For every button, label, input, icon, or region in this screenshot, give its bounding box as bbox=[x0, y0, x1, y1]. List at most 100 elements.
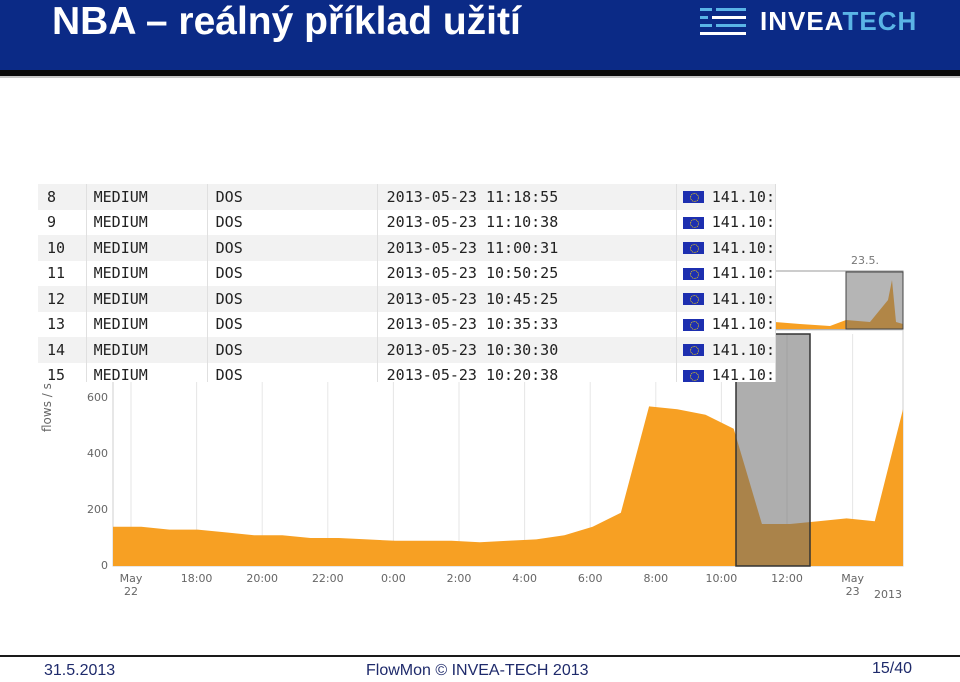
type-cell-text: DOS bbox=[215, 213, 243, 232]
time-cell: 2013-05-23 11:00:31 bbox=[377, 235, 677, 261]
footer-date: 31.5.2013 bbox=[44, 662, 116, 679]
row-number: 9 bbox=[38, 209, 87, 235]
footer-copyright: FlowMon © INVEA-TECH 2013 bbox=[366, 662, 589, 679]
ip-cell: 141.10: bbox=[676, 235, 775, 261]
row-number: 10 bbox=[38, 235, 87, 261]
table-row[interactable]: 13 MEDIUM DOS 2013-05-23 10:35:33 141.10: bbox=[38, 311, 775, 337]
type-cell: DOS bbox=[207, 337, 378, 363]
x-tick-label: May 23 bbox=[841, 572, 864, 598]
eu-flag-icon bbox=[682, 369, 704, 382]
row-number: 8 bbox=[38, 184, 87, 210]
time-cell-text: 2013-05-23 10:30:30 bbox=[386, 340, 559, 359]
time-cell-text: 2013-05-23 11:18:55 bbox=[386, 187, 559, 206]
row-number: 11 bbox=[38, 260, 87, 286]
time-cell: 2013-05-23 10:20:38 bbox=[377, 362, 677, 382]
time-cell-text: 2013-05-23 10:50:25 bbox=[386, 264, 559, 283]
table-row[interactable]: 15 MEDIUM DOS 2013-05-23 10:20:38 141.10: bbox=[38, 362, 775, 382]
severity-cell: MEDIUM bbox=[86, 235, 208, 261]
type-cell-text: DOS bbox=[215, 289, 243, 308]
ip-cell-text: 141.10: bbox=[711, 289, 775, 308]
row-number: 15 bbox=[38, 362, 87, 382]
row-number-text: 9 bbox=[47, 213, 57, 232]
eu-flag-icon bbox=[682, 216, 704, 229]
header-rule-shadow bbox=[0, 76, 960, 78]
eu-flag-icon bbox=[682, 267, 704, 280]
type-cell: DOS bbox=[207, 311, 378, 337]
eu-flag-icon bbox=[682, 293, 704, 306]
time-cell-text: 2013-05-23 10:45:25 bbox=[386, 289, 559, 308]
ip-cell: 141.10: bbox=[676, 362, 775, 382]
time-cell-text: 2013-05-23 10:35:33 bbox=[386, 315, 559, 334]
eu-flag-icon bbox=[682, 318, 704, 331]
severity-cell-text: MEDIUM bbox=[93, 264, 148, 283]
severity-cell: MEDIUM bbox=[86, 337, 208, 363]
x-tick-label: 12:00 bbox=[771, 572, 803, 585]
row-number-text: 10 bbox=[47, 238, 66, 257]
ip-cell: 141.10: bbox=[676, 260, 775, 286]
table-row[interactable]: 12 MEDIUM DOS 2013-05-23 10:45:25 141.10: bbox=[38, 286, 775, 312]
eu-flag-icon bbox=[682, 191, 704, 204]
ip-cell-text: 141.10: bbox=[711, 187, 775, 206]
row-number-text: 12 bbox=[47, 289, 66, 308]
row-number-text: 11 bbox=[47, 264, 66, 283]
logo-main: INVEA bbox=[760, 6, 843, 36]
time-cell-text: 2013-05-23 10:20:38 bbox=[386, 366, 559, 382]
severity-cell-text: MEDIUM bbox=[93, 315, 148, 334]
severity-cell-text: MEDIUM bbox=[93, 213, 148, 232]
severity-cell: MEDIUM bbox=[86, 184, 208, 210]
ip-cell-text: 141.10: bbox=[711, 366, 775, 382]
x-tick-label: 8:00 bbox=[643, 572, 669, 585]
logo-accent: TECH bbox=[842, 6, 918, 36]
table-row[interactable]: 9 MEDIUM DOS 2013-05-23 11:10:38 141.10: bbox=[38, 209, 775, 235]
table-row[interactable]: 11 MEDIUM DOS 2013-05-23 10:50:25 141.10: bbox=[38, 260, 775, 286]
x-tick-year: 2013 bbox=[874, 588, 902, 601]
y-tick-label: 0 bbox=[101, 559, 108, 572]
y-tick-label: 600 bbox=[87, 391, 108, 404]
type-cell: DOS bbox=[207, 286, 378, 312]
y-tick-label: 200 bbox=[87, 503, 108, 516]
severity-cell-text: MEDIUM bbox=[93, 366, 148, 382]
time-cell-text: 2013-05-23 11:00:31 bbox=[386, 238, 559, 257]
ip-cell-text: 141.10: bbox=[711, 213, 775, 232]
severity-cell: MEDIUM bbox=[86, 362, 208, 382]
row-number-text: 8 bbox=[47, 187, 57, 206]
time-cell-text: 2013-05-23 11:10:38 bbox=[386, 213, 559, 232]
ip-cell: 141.10: bbox=[676, 311, 775, 337]
row-number-text: 15 bbox=[47, 366, 66, 382]
severity-cell-text: MEDIUM bbox=[93, 238, 148, 257]
row-number: 14 bbox=[38, 337, 87, 363]
severity-cell-text: MEDIUM bbox=[93, 289, 148, 308]
type-cell-text: DOS bbox=[215, 315, 243, 334]
severity-cell: MEDIUM bbox=[86, 209, 208, 235]
logo-wordmark: INVEATECH bbox=[760, 6, 917, 37]
time-cell: 2013-05-23 10:45:25 bbox=[377, 286, 677, 312]
table-row[interactable]: 14 MEDIUM DOS 2013-05-23 10:30:30 141.10: bbox=[38, 337, 775, 363]
ip-cell: 141.10: bbox=[676, 286, 775, 312]
eu-flag-icon bbox=[682, 344, 704, 357]
table-row[interactable]: 10 MEDIUM DOS 2013-05-23 11:00:31 141.10: bbox=[38, 235, 775, 261]
row-number: 12 bbox=[38, 286, 87, 312]
x-tick-label: May 22 bbox=[119, 572, 143, 598]
type-cell-text: DOS bbox=[215, 187, 243, 206]
x-tick-label: 20:00 bbox=[246, 572, 279, 585]
severity-cell-text: MEDIUM bbox=[93, 187, 148, 206]
ip-cell-text: 141.10: bbox=[711, 315, 775, 334]
page-number: 15/40 bbox=[872, 660, 913, 677]
header-rule bbox=[0, 70, 960, 76]
overview-label: 23.5. bbox=[851, 254, 879, 267]
type-cell: DOS bbox=[207, 260, 378, 286]
severity-cell-text: MEDIUM bbox=[93, 340, 148, 359]
x-tick-label: 22:00 bbox=[311, 572, 344, 585]
table-row[interactable]: 8 MEDIUM DOS 2013-05-23 11:18:55 141.10: bbox=[38, 184, 775, 210]
chart-ylabel: flows / s bbox=[40, 383, 54, 432]
x-tick-label: 6:00 bbox=[577, 572, 603, 585]
severity-cell: MEDIUM bbox=[86, 286, 208, 312]
footer-rule bbox=[0, 655, 960, 657]
ip-cell-text: 141.10: bbox=[711, 264, 775, 283]
slide-header: NBA – reálný příklad užití INVEATECH bbox=[0, 0, 960, 70]
time-cell: 2013-05-23 10:35:33 bbox=[377, 311, 677, 337]
time-cell: 2013-05-23 11:10:38 bbox=[377, 209, 677, 235]
x-tick-label: 4:00 bbox=[512, 572, 537, 585]
type-cell-text: DOS bbox=[215, 366, 243, 382]
type-cell-text: DOS bbox=[215, 264, 243, 283]
